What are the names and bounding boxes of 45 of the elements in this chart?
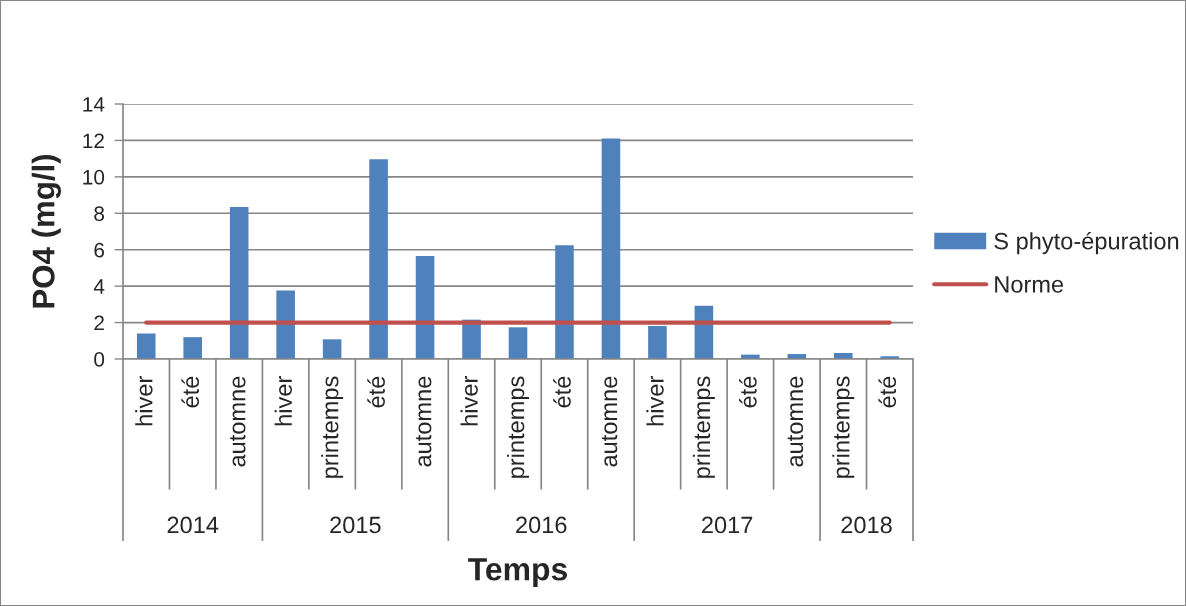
bar — [415, 255, 435, 359]
x-tick-label: hiver — [460, 376, 478, 426]
bar — [276, 290, 295, 359]
x-tick-label: automne — [415, 376, 432, 467]
x-tick-label: été — [739, 376, 757, 408]
bar — [555, 245, 574, 359]
x-tick-label: printemps — [321, 376, 344, 478]
x-tick-label: printemps — [832, 376, 855, 478]
y-tick-label: 8 — [94, 206, 105, 222]
y-tick-label: 10 — [83, 169, 105, 185]
y-tick-label: 14 — [83, 97, 105, 112]
bar — [322, 339, 342, 359]
x-tick-label: été — [181, 376, 200, 408]
text: 2014 — [167, 516, 219, 534]
x-tick-label: automne — [601, 376, 618, 467]
x-tick-label: hiver — [135, 376, 153, 426]
bar — [601, 138, 621, 359]
text: 2017 — [702, 516, 753, 534]
legend-label: Norme — [995, 276, 1064, 293]
bar — [136, 333, 156, 359]
y-tick-label: 2 — [94, 315, 104, 331]
x-tick-label: printemps — [692, 376, 715, 478]
x-tick-label: automne — [230, 376, 246, 467]
text: 2018 — [841, 516, 892, 534]
bar — [508, 327, 528, 359]
bar — [369, 159, 388, 359]
x-tick-label: printemps — [506, 376, 530, 478]
x-tick-label: été — [553, 376, 571, 408]
x-tick-label: été — [878, 376, 897, 408]
bar — [183, 337, 202, 359]
legend-label: S phyto-épuration — [994, 231, 1179, 255]
y-tick-label: 0 — [94, 352, 105, 367]
y-tick-label: 6 — [94, 242, 105, 258]
x-tick-label: hiver — [646, 376, 664, 426]
x-tick-label: automne — [787, 376, 804, 467]
x-tick-label: hiver — [274, 376, 292, 426]
y-axis-title: PO4 (mg/l) — [31, 154, 61, 308]
x-tick-label: été — [367, 376, 385, 408]
text: 2015 — [330, 516, 381, 534]
bar — [648, 326, 667, 359]
y-tick-label: 4 — [93, 279, 105, 294]
y-tick-label: 12 — [83, 133, 104, 148]
x-axis-title: Temps — [468, 558, 567, 587]
bar — [229, 206, 249, 359]
text: 2016 — [516, 516, 567, 534]
